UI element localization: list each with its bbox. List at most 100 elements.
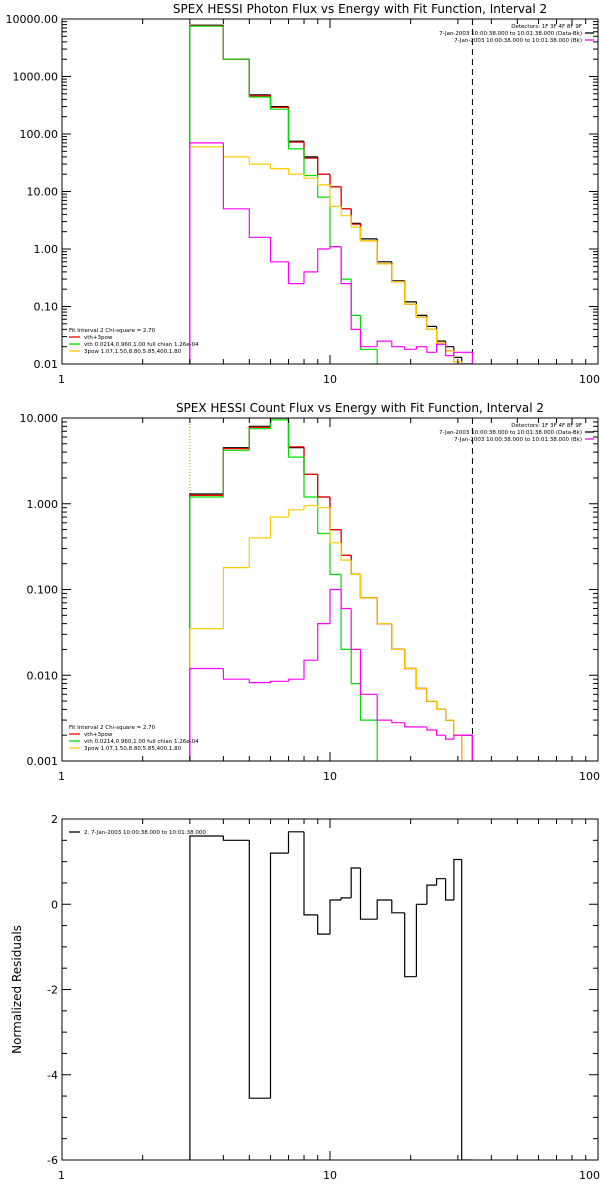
series-1-bin [303, 141, 318, 158]
series-3-bin [269, 97, 289, 110]
chart-panel-3: 1 10 100 -6 -4 -2 0 2 Normalized Residuals 2. 7-J… [10, 813, 600, 1182]
series-5-bin [376, 694, 392, 721]
series-5-bin [391, 341, 405, 348]
series-2-bin [415, 668, 427, 690]
legend-entry: vth 0.0214,0.960,1.00 full chian 1.26e-0… [84, 739, 199, 745]
series-5-bin [269, 680, 289, 683]
series-1-bin [248, 840, 271, 1099]
series-1-bin [436, 326, 446, 342]
chart-title: SPEX HESSI Count Flux vs Energy with Fit… [176, 401, 544, 415]
series-2-bin [436, 701, 446, 710]
y-tick-label: -4 [47, 1069, 58, 1082]
info-line: 7-Jan-2003 10:00:38.000 to 10:01:38.000 … [439, 31, 582, 37]
series-1-bin [404, 649, 417, 670]
series-1-bin [189, 493, 224, 761]
series-group [189, 418, 473, 761]
series-5-bin [376, 340, 392, 347]
series-5-bin [404, 346, 417, 350]
series-1-bin [350, 867, 361, 898]
series-4-bin [303, 174, 318, 179]
series-1-bin [329, 497, 342, 531]
series-4-bin [317, 505, 330, 509]
y-tick-label: 0.100 [27, 584, 59, 597]
series-4-bin [287, 509, 304, 517]
info-line: 7-Jan-2003 10:00:38.000 to 10:01:38.000 … [454, 437, 582, 443]
series-3-bin [317, 175, 330, 198]
series-1-bin [391, 900, 405, 914]
y-tick-label: 0.10 [34, 301, 59, 314]
series-5-bin [350, 283, 361, 330]
series-4-bin [287, 168, 304, 175]
series-4-bin [340, 206, 352, 217]
series-1-bin [445, 709, 454, 721]
series-2-bin [303, 446, 318, 475]
series-4-bin [329, 184, 342, 207]
series-2-bin [248, 426, 271, 449]
chart-panel-1: SPEX HESSI Photon Flux vs Energy with Fi… [6, 2, 600, 386]
y-tick-label: 10.000 [20, 412, 59, 425]
x-tick-label: 100 [579, 373, 600, 386]
series-2-bin [350, 555, 361, 575]
series-1-bin [426, 884, 437, 905]
series-4-bin [329, 507, 342, 544]
series-1-bin [222, 836, 250, 841]
y-tick-label: 1.00 [34, 243, 59, 256]
series-2-bin [222, 448, 250, 496]
series-2-bin [359, 224, 378, 242]
x-tick-label: 1 [58, 770, 65, 783]
series-4-bin [404, 281, 417, 305]
x-tick-label: 10 [323, 770, 337, 783]
series-5-bin [248, 679, 271, 684]
series-1-bin [329, 174, 342, 188]
series-1-bin [303, 447, 318, 475]
series-4-bin [415, 668, 427, 690]
series-1-bin [287, 831, 304, 854]
series-5-bin [329, 246, 342, 249]
series-5-bin [426, 726, 437, 731]
series-1-bin [269, 418, 289, 427]
series-2-bin [248, 59, 271, 97]
series-1-bin [222, 25, 250, 60]
series-3-bin [340, 246, 352, 280]
series-1-bin [248, 59, 271, 96]
series-1-bin [376, 238, 392, 263]
series-3-bin [329, 533, 342, 575]
x-tick-label: 1 [58, 1169, 65, 1182]
y-tick-label: 1000.00 [13, 71, 59, 84]
series-5-bin [340, 246, 352, 285]
series-5-bin [453, 734, 462, 740]
series-1-bin [317, 156, 330, 175]
y-tick-label: 10000.00 [6, 13, 59, 26]
series-1-bin [340, 186, 352, 210]
series-2-bin [445, 709, 454, 721]
series-1-bin [350, 208, 361, 224]
series-5-bin [453, 351, 462, 356]
series-1-bin [269, 852, 289, 1099]
series-3-bin [189, 25, 224, 364]
series-3-bin [222, 449, 250, 497]
series-2-bin [340, 529, 352, 556]
legend-entry: 3pow 1.07,1.50,8.80,5.85,400,1.80 [84, 349, 182, 355]
series-1-bin [376, 597, 392, 625]
chart-title: SPEX HESSI Photon Flux vs Energy with Fi… [173, 2, 547, 16]
info-line: Detectors: 1F 3F 4F 8F 9F [511, 24, 582, 30]
legend-entry: 3pow 1.07,1.50,8.80,5.85,400,1.80 [84, 746, 182, 752]
series-4-bin [248, 156, 271, 165]
series-3-bin [287, 109, 304, 150]
series-1-bin [404, 280, 417, 303]
x-tick-label: 10 [323, 373, 337, 386]
series-2-bin [391, 623, 405, 650]
series-1-bin [222, 447, 250, 494]
series-2-bin [350, 208, 361, 225]
series-3-bin [222, 26, 250, 60]
plot-frame [61, 818, 599, 1161]
x-tick-label: 10 [323, 1169, 337, 1182]
series-1-bin [189, 835, 224, 1160]
legend-entry: vth+3pow [84, 335, 113, 341]
series-5-bin [222, 668, 250, 680]
series-1-bin [391, 261, 405, 282]
series-3-bin [350, 649, 361, 685]
series-3-bin [359, 315, 378, 350]
series-5-bin [436, 343, 446, 353]
